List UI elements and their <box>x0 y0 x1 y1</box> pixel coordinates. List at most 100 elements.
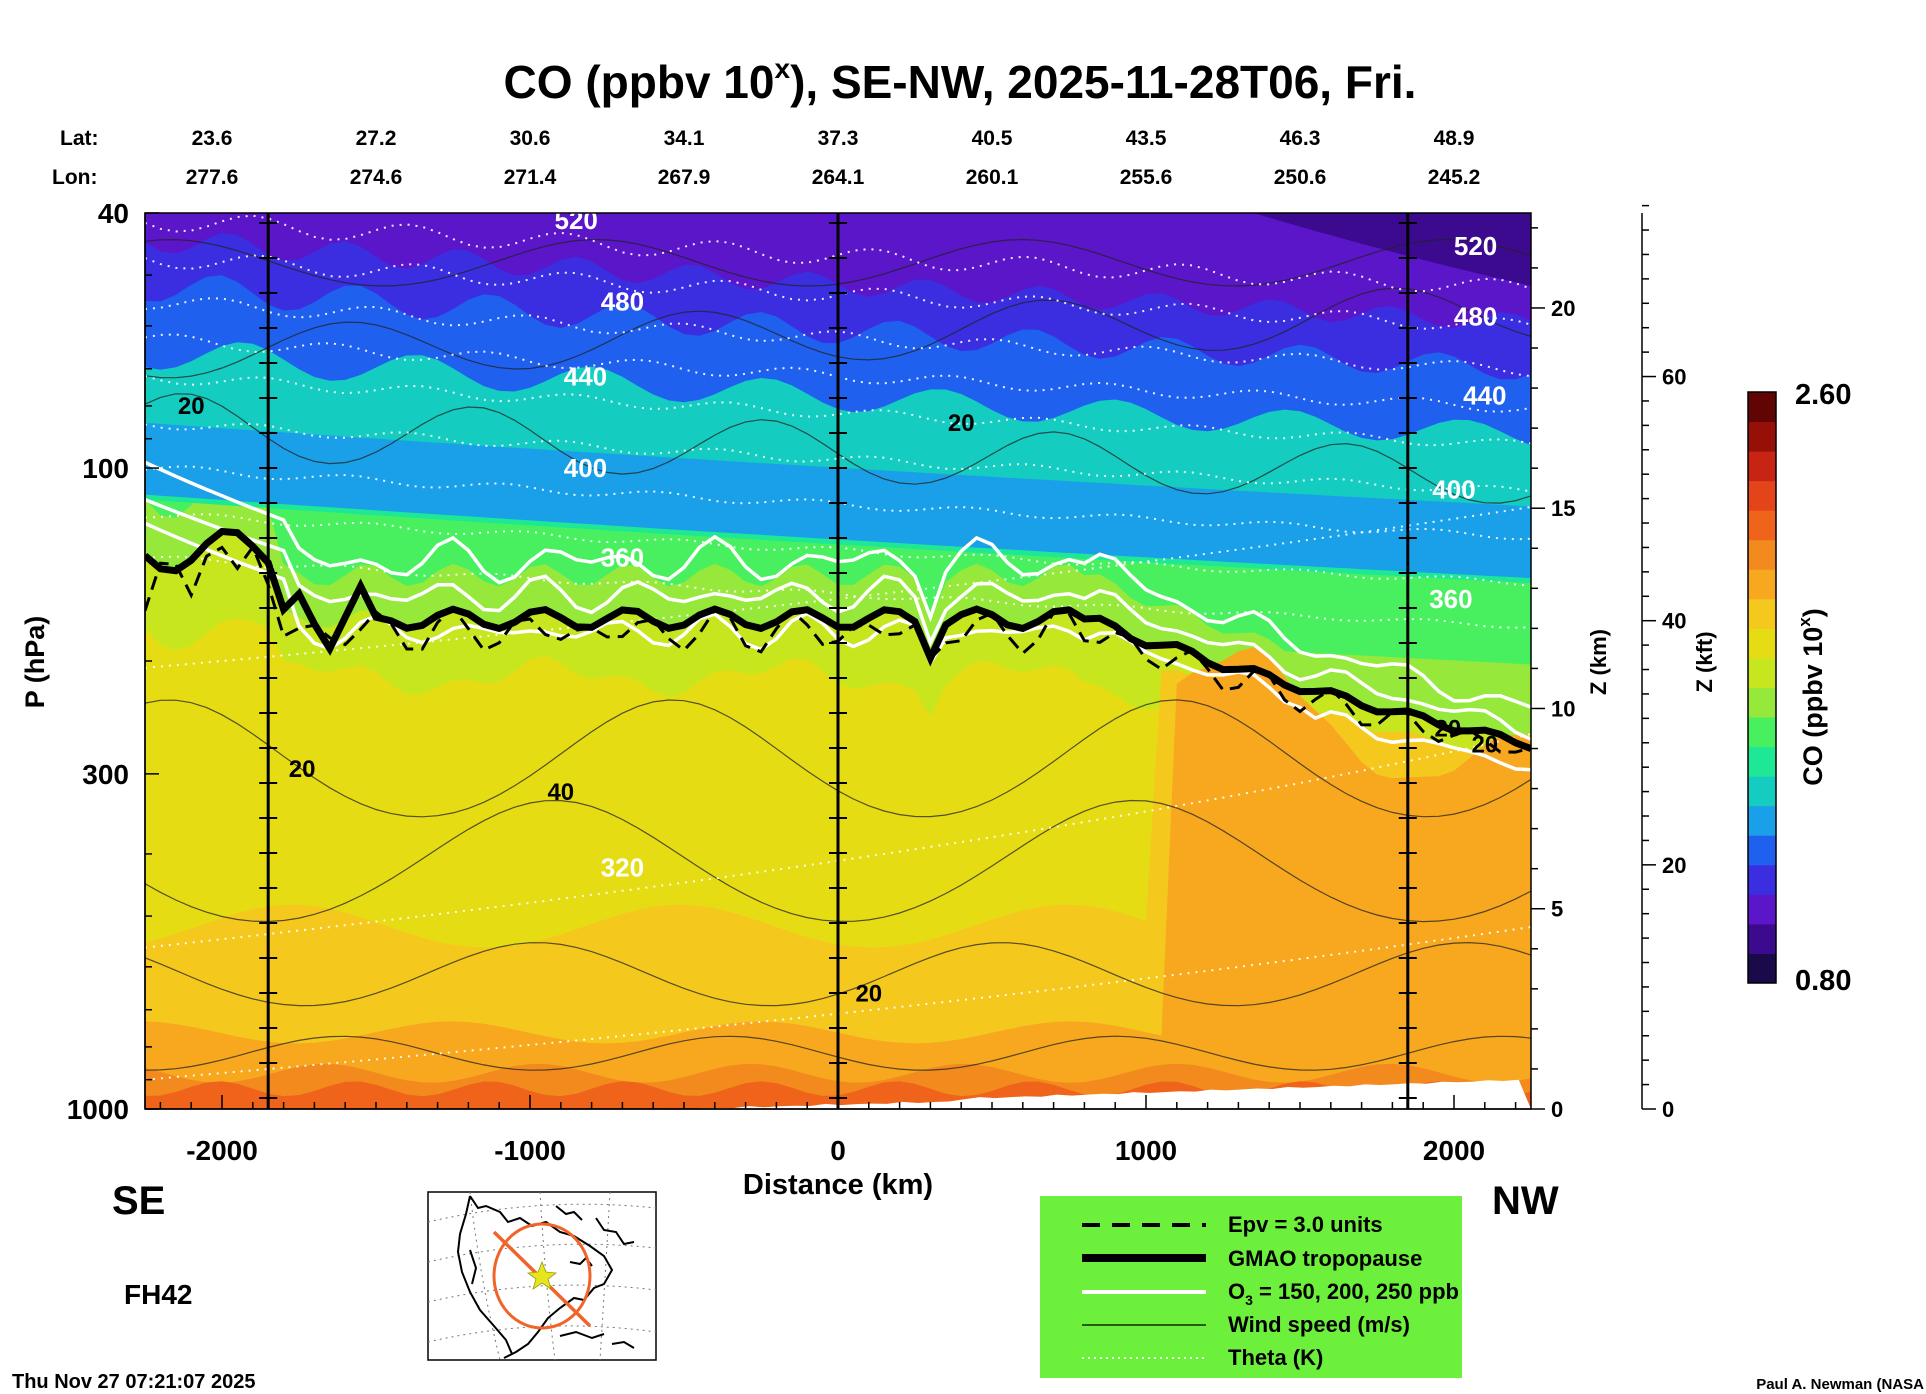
colorbar-segment <box>1748 864 1776 895</box>
z-km-tick-label: 5 <box>1551 897 1563 922</box>
lon-value: 267.9 <box>658 166 711 189</box>
theta-contour <box>145 375 1531 447</box>
colorbar-min-label: 0.80 <box>1795 965 1851 997</box>
legend-background <box>1040 1196 1462 1378</box>
colorbar-segment <box>1748 539 1776 570</box>
z-kft-tick-label: 20 <box>1662 853 1686 878</box>
theta-label: 400 <box>1432 474 1475 504</box>
theta-label: 360 <box>601 543 644 573</box>
timestamp: Thu Nov 27 07:21:07 2025 <box>12 1371 255 1393</box>
theta-labels: 520 480 440 400 360 320 520 480 440 400 360 <box>555 205 1507 883</box>
z-km-tick-label: 0 <box>1551 1097 1563 1122</box>
colorbar-segment <box>1748 746 1776 777</box>
lon-label: Lon: <box>52 166 97 189</box>
inset-map <box>427 1191 657 1361</box>
colorbar-segment <box>1748 480 1776 511</box>
colorbar-segment <box>1748 923 1776 954</box>
y-axis-label: P (hPa) <box>20 616 50 709</box>
lat-value: 40.5 <box>972 127 1013 150</box>
z-km-axis-label: Z (km) <box>1586 629 1611 695</box>
lon-value: 255.6 <box>1120 166 1173 189</box>
theta-label: 520 <box>1454 231 1497 261</box>
lon-value: 264.1 <box>812 166 865 189</box>
lon-value: 250.6 <box>1274 166 1327 189</box>
colorbar-segment <box>1748 628 1776 659</box>
lon-value: 277.6 <box>186 166 239 189</box>
x-tick-label: 1000 <box>1115 1135 1177 1166</box>
y-tick-label: 300 <box>82 759 129 790</box>
legend-label-ozone: O3 = 150, 200, 250 ppb <box>1228 1279 1459 1308</box>
z-kft-axis-label: Z (kft) <box>1692 631 1717 692</box>
colorbar-frame <box>1747 391 1777 984</box>
theta-label: 480 <box>601 287 644 317</box>
legend: Epv = 3.0 units GMAO tropopause O3 = 150… <box>1040 1196 1462 1378</box>
wind-labels: 20 20 20 40 20 20 20 <box>178 393 1498 1007</box>
wind-label: 40 <box>547 779 574 806</box>
surface-mask <box>640 1079 1531 1111</box>
colorbar-label-suffix: ) <box>1798 608 1828 617</box>
theta-label: 440 <box>1463 380 1506 410</box>
lat-lon-header: Lat: Lon: 23.6 27.2 30.6 34.1 37.3 40.5 43.5 46… <box>52 127 1480 189</box>
wind-label: 20 <box>1434 716 1461 743</box>
colorbar-segment <box>1748 776 1776 807</box>
lat-value: 48.9 <box>1434 127 1475 150</box>
inset-map-range-circle <box>492 1222 592 1330</box>
wind-label: 20 <box>1471 732 1498 759</box>
lon-value: 245.2 <box>1428 166 1481 189</box>
x-tick-label: 0 <box>830 1135 846 1166</box>
chart-title-sup: x <box>774 53 790 84</box>
z-kft-tick-label: 0 <box>1662 1097 1674 1122</box>
x-axis: -2000 -1000 0 1000 2000 <box>145 1095 1531 1166</box>
colorbar-label-prefix: CO (ppbv 10 <box>1798 627 1828 786</box>
x-tick-label: -2000 <box>186 1135 258 1166</box>
legend-label-tropopause: GMAO tropopause <box>1228 1246 1422 1271</box>
lat-value: 23.6 <box>192 127 233 150</box>
z-kft-tick-label: 40 <box>1662 609 1686 634</box>
z-km-tick-label: 10 <box>1551 696 1575 721</box>
wind-label: 20 <box>948 410 975 437</box>
legend-label-ozone-suffix: = 150, 200, 250 ppb <box>1253 1279 1459 1304</box>
x-tick-label: -1000 <box>494 1135 566 1166</box>
z-km-axis: 0 5 10 15 20 <box>1531 227 1575 1122</box>
theta-label: 520 <box>555 205 598 235</box>
lat-label: Lat: <box>60 127 99 150</box>
x-axis-label: Distance (km) <box>743 1169 933 1201</box>
theta-label: 440 <box>564 362 607 392</box>
lat-value: 43.5 <box>1126 127 1167 150</box>
lat-value: 34.1 <box>664 127 705 150</box>
se-direction-label: SE <box>112 1179 165 1223</box>
colorbar-segment <box>1748 953 1776 984</box>
chart-title-suffix: ), SE-NW, 2025-11-28T06, Fri. <box>790 56 1416 108</box>
theta-label: 480 <box>1454 301 1497 331</box>
profile-vertical-lines <box>259 213 1417 1109</box>
forecast-hour-label: FH42 <box>124 1279 192 1310</box>
lat-value: 27.2 <box>356 127 397 150</box>
inset-map-center-star <box>526 1260 558 1290</box>
nw-direction-label: NW <box>1492 1179 1559 1223</box>
colorbar-segment <box>1748 421 1776 452</box>
colorbar <box>1747 391 1777 984</box>
z-km-tick-label: 15 <box>1551 496 1575 521</box>
lat-value: 46.3 <box>1280 127 1321 150</box>
colorbar-segment <box>1748 510 1776 541</box>
z-kft-tick-label: 60 <box>1662 365 1686 390</box>
colorbar-segment <box>1748 657 1776 688</box>
colorbar-segment <box>1748 569 1776 600</box>
y-tick-label: 100 <box>82 453 129 484</box>
lat-value: 37.3 <box>818 127 859 150</box>
chart-title: CO (ppbv 10x), SE-NW, 2025-11-28T06, Fri… <box>504 53 1417 108</box>
colorbar-label: CO (ppbv 10x) <box>1795 608 1828 786</box>
colorbar-segment <box>1748 717 1776 748</box>
co-band <box>1253 213 1531 286</box>
colorbar-segment <box>1748 451 1776 482</box>
colorbar-max-label: 2.60 <box>1795 379 1851 411</box>
legend-label-epv: Epv = 3.0 units <box>1228 1212 1383 1237</box>
legend-label-theta: Theta (K) <box>1228 1345 1323 1370</box>
wind-label: 20 <box>178 393 205 420</box>
legend-label-ozone-sub: 3 <box>1245 1292 1253 1308</box>
colorbar-segment <box>1748 835 1776 866</box>
inset-map-coastlines <box>456 1195 635 1359</box>
legend-label-ozone-prefix: O <box>1228 1279 1245 1304</box>
colorbar-segment <box>1748 805 1776 836</box>
